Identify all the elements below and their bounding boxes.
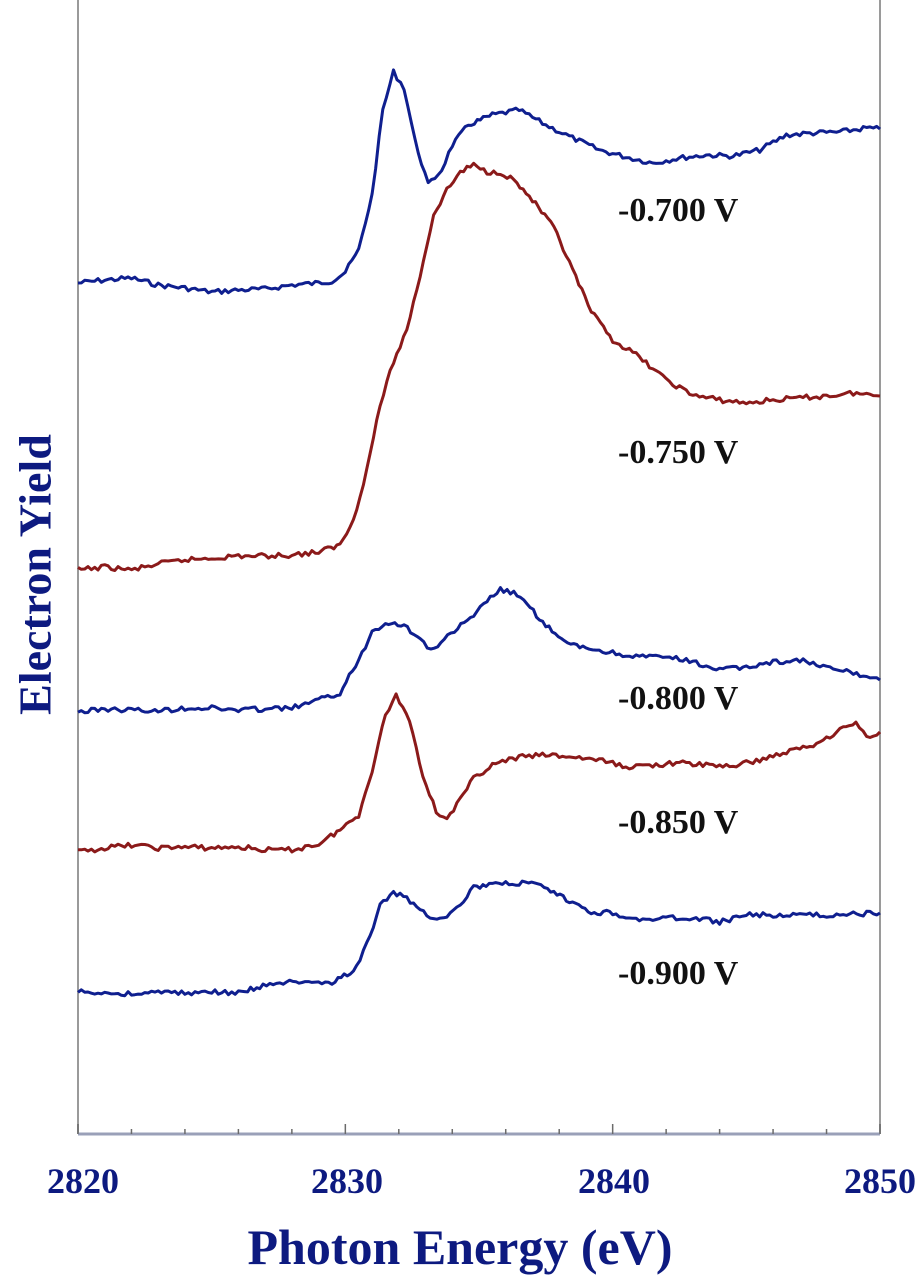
series-label-0700: -0.700 V [618, 192, 739, 229]
spectrum-line-0850 [77, 692, 882, 854]
plot-frame [77, 0, 881, 1136]
spectra-curves [77, 68, 882, 998]
x-axis-title: Photon Energy (eV) [247, 1219, 673, 1275]
x-axis-ticks [77, 1124, 881, 1134]
series-label-0750: -0.750 V [618, 434, 739, 471]
spectrum-line-0700 [77, 68, 881, 295]
spectrum-line-0750 [77, 161, 881, 572]
series-label-0900: -0.900 V [618, 955, 739, 992]
x-tick-label: 2850 [844, 1161, 916, 1201]
series-label-0850: -0.850 V [618, 804, 739, 841]
spectrum-line-0800 [77, 586, 881, 715]
x-tick-label: 2840 [578, 1161, 650, 1201]
x-tick-label: 2830 [311, 1161, 383, 1201]
spectrum-line-0900 [77, 879, 881, 998]
x-tick-label: 2820 [47, 1161, 119, 1201]
y-axis-title: Electron Yield [9, 434, 61, 715]
series-label-0800: -0.800 V [618, 680, 739, 717]
